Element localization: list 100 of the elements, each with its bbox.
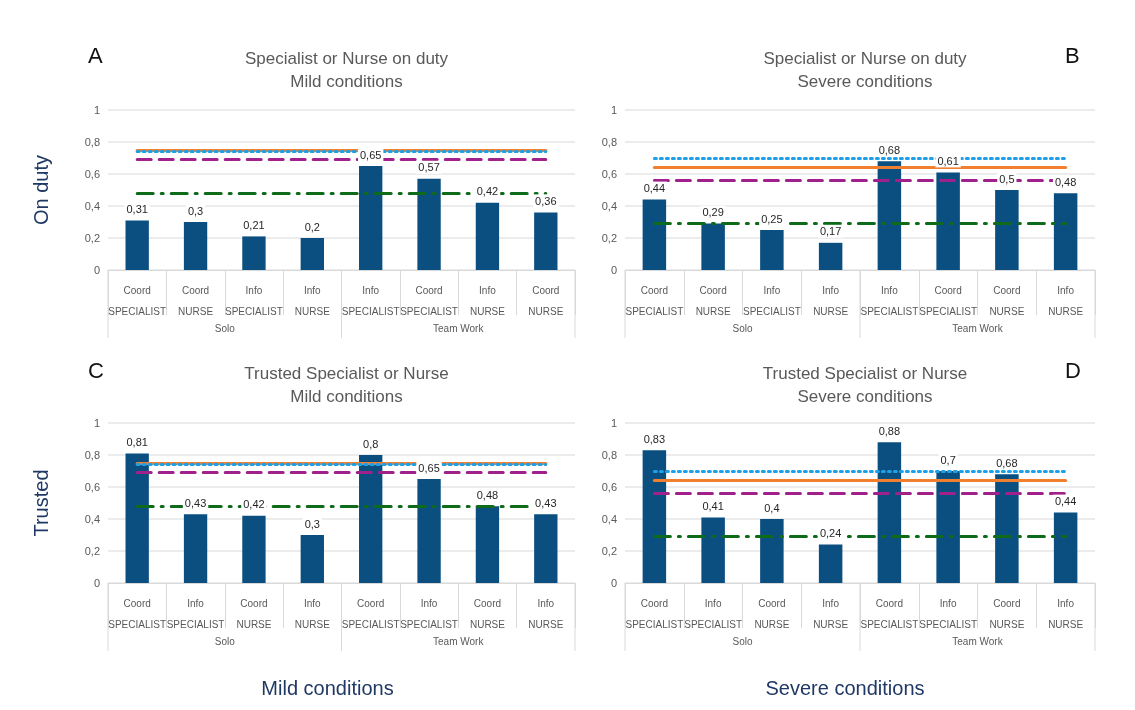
bar	[359, 455, 383, 583]
x-tick-label: Info SPECIALIST	[742, 285, 801, 317]
chart-title: Specialist or Nurse on duty Mild conditions	[244, 49, 449, 91]
y-tick-label: 0,4	[601, 513, 617, 525]
x-tick-label: Coord NURSE	[469, 598, 506, 630]
y-tick-label: 0,6	[84, 481, 100, 493]
bar	[125, 453, 149, 583]
data-label: 0,81	[126, 435, 148, 448]
bar	[417, 479, 441, 583]
y-tick-label: 0,6	[84, 168, 100, 180]
data-label: 0,68	[996, 456, 1018, 469]
x-tick-label: Coord SPECIALIST	[108, 598, 167, 630]
y-tick-label: 1	[610, 104, 617, 116]
text: Team Work	[952, 635, 1004, 647]
y-tick-label: 0,8	[601, 449, 617, 461]
y-tick-label: 0,8	[601, 136, 617, 148]
bar	[183, 222, 208, 270]
y-tick-label: 0,4	[601, 200, 617, 212]
text: Solo	[732, 322, 753, 334]
bar	[936, 172, 960, 270]
x-tick-label: Coord SPECIALIST	[108, 285, 167, 317]
chart-title: Specialist or Nurse on duty Severe conditions	[763, 49, 968, 91]
x-tick-label: Info NURSE	[1048, 285, 1084, 317]
data-label: 0,44	[1054, 495, 1077, 508]
text: Team Work	[433, 635, 485, 647]
y-tick-label: 1	[93, 417, 100, 429]
text: Trusted	[30, 469, 52, 537]
x-tick-label: Info SPECIALIST	[341, 285, 400, 317]
text: Team Work	[433, 322, 485, 334]
bar	[701, 517, 725, 583]
y-tick-label: 0,2	[601, 232, 617, 244]
data-label: 0,41	[702, 499, 724, 512]
bar	[475, 202, 500, 270]
data-label: 0,36	[535, 194, 557, 207]
data-label: 0,44	[643, 182, 666, 195]
bar	[1053, 193, 1078, 270]
bar	[995, 190, 1019, 270]
data-label: 0,68	[878, 143, 901, 156]
x-tick-label: Info SPECIALIST	[860, 285, 919, 317]
bar	[936, 471, 960, 583]
bar	[818, 242, 843, 270]
data-label: 0,8	[363, 437, 379, 450]
y-tick-label: 0,8	[84, 449, 100, 461]
x-tick-label: Info SPECIALIST	[225, 285, 283, 317]
x-tick-label: Info NURSE	[528, 598, 564, 630]
bar	[183, 514, 208, 583]
data-label: 0,4	[764, 501, 780, 514]
data-label: 0,48	[476, 488, 499, 501]
x-tick-label: Info NURSE	[294, 598, 331, 630]
y-tick-label: 0	[93, 264, 100, 276]
x-tick-label: Coord SPECIALIST	[860, 598, 919, 630]
y-tick-label: 1	[610, 417, 617, 429]
x-tick-label: Info NURSE	[469, 285, 506, 317]
x-tick-label: Coord NURSE	[989, 285, 1025, 317]
text: Mild conditions	[261, 677, 394, 699]
data-label: 0,31	[126, 202, 148, 215]
data-label: 0,25	[761, 212, 783, 225]
x-tick-label: Info NURSE	[294, 285, 331, 317]
x-tick-label: Info NURSE	[813, 598, 849, 630]
y-tick-label: 0,2	[601, 545, 617, 557]
x-tick-label: Coord NURSE	[754, 598, 790, 630]
chart-title: Trusted Specialist or Nurse Severe conditions	[762, 364, 968, 406]
text: B	[1065, 42, 1080, 68]
y-tick-label: 0,6	[601, 168, 617, 180]
data-label: 0,7	[940, 453, 956, 466]
text: A	[88, 42, 103, 68]
text: D	[1065, 357, 1081, 383]
x-tick-label: Coord SPECIALIST	[341, 598, 400, 630]
y-tick-label: 1	[93, 104, 100, 116]
data-label: 0,61	[937, 154, 959, 167]
x-tick-label: Coord SPECIALIST	[625, 598, 684, 630]
bar	[475, 506, 500, 583]
x-tick-label: Coord SPECIALIST	[919, 285, 978, 317]
x-tick-label: Info SPECIALIST	[166, 598, 225, 630]
data-label: 0,17	[819, 225, 842, 238]
x-tick-label: Coord NURSE	[236, 598, 272, 630]
data-label: 0,43	[535, 496, 557, 509]
bar	[760, 519, 784, 583]
data-label: 0,5	[999, 172, 1015, 185]
text: On duty	[30, 154, 52, 226]
y-tick-label: 0,2	[84, 232, 100, 244]
data-label: 0,65	[359, 148, 382, 161]
data-label: 0,3	[304, 517, 320, 530]
bar	[534, 212, 558, 270]
text: Solo	[732, 635, 753, 647]
data-label: 0,3	[187, 204, 204, 217]
x-tick-label: Coord SPECIALIST	[625, 285, 684, 317]
x-tick-label: Info SPECIALIST	[400, 598, 458, 630]
bar	[300, 535, 324, 583]
x-tick-label: Coord NURSE	[695, 285, 731, 317]
text: Team Work	[952, 322, 1004, 334]
y-tick-label: 0,4	[84, 200, 100, 212]
y-tick-label: 0,2	[84, 545, 100, 557]
data-label: 0,83	[643, 432, 666, 445]
bar	[760, 230, 784, 270]
data-label: 0,29	[702, 206, 724, 219]
y-tick-label: 0	[610, 577, 617, 589]
y-tick-label: 0	[610, 264, 617, 276]
x-tick-label: Coord NURSE	[178, 285, 214, 317]
y-tick-label: 0	[93, 577, 100, 589]
